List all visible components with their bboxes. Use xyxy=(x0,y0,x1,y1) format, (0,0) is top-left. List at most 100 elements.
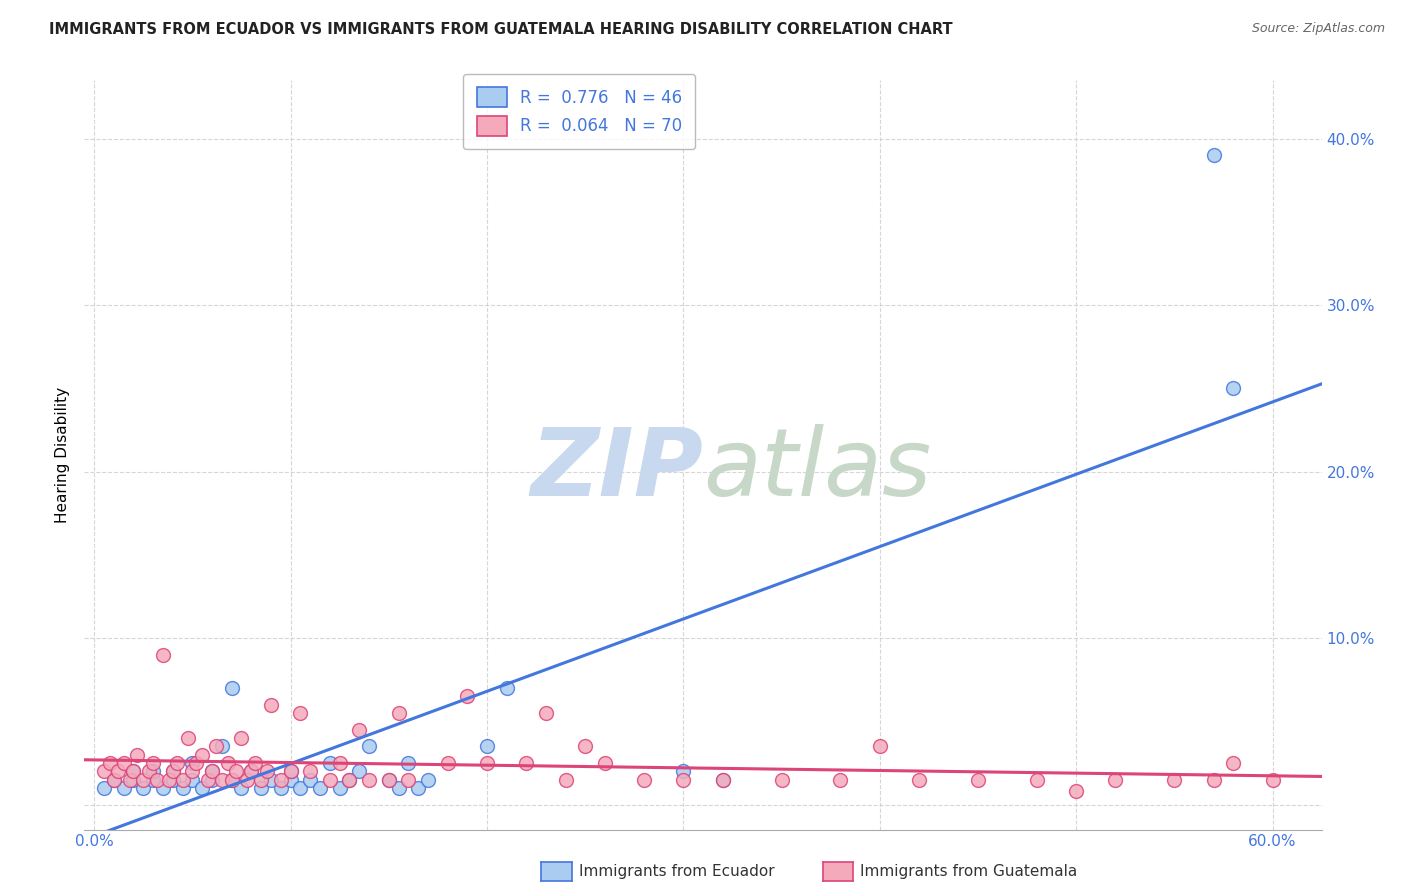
Point xyxy=(290,780,312,795)
Point xyxy=(112,780,135,795)
Point xyxy=(672,764,695,779)
Point xyxy=(270,780,292,795)
Point xyxy=(172,780,194,795)
Point xyxy=(201,764,224,779)
Point xyxy=(299,764,322,779)
Point xyxy=(122,764,145,779)
Point xyxy=(378,772,401,787)
Point xyxy=(280,772,302,787)
Point xyxy=(197,772,219,787)
Point xyxy=(152,780,174,795)
Point xyxy=(231,731,253,745)
Point xyxy=(132,772,155,787)
Point xyxy=(349,723,371,737)
Point xyxy=(280,764,302,779)
Point xyxy=(309,780,332,795)
Point xyxy=(830,772,852,787)
Point xyxy=(908,772,931,787)
Point xyxy=(359,772,381,787)
Point xyxy=(236,772,259,787)
Point xyxy=(770,772,793,787)
Point xyxy=(138,764,160,779)
Y-axis label: Hearing Disability: Hearing Disability xyxy=(55,387,70,523)
Point xyxy=(416,772,439,787)
Point xyxy=(967,772,990,787)
Point xyxy=(103,772,125,787)
Point xyxy=(191,780,214,795)
Point xyxy=(166,756,188,770)
Point xyxy=(260,698,283,712)
Point xyxy=(107,764,129,779)
Point xyxy=(711,772,734,787)
Point xyxy=(319,756,342,770)
Point xyxy=(574,739,596,754)
Point xyxy=(515,756,537,770)
Point xyxy=(201,772,224,787)
Point xyxy=(396,756,419,770)
Point xyxy=(122,772,145,787)
Point xyxy=(339,772,361,787)
Point xyxy=(475,756,498,770)
Point xyxy=(240,764,263,779)
Point xyxy=(387,706,409,720)
Point xyxy=(534,706,557,720)
Text: Immigrants from Guatemala: Immigrants from Guatemala xyxy=(860,864,1078,879)
Point xyxy=(201,764,224,779)
Point xyxy=(554,772,576,787)
Point xyxy=(157,772,180,787)
Point xyxy=(396,772,419,787)
Point xyxy=(122,764,145,779)
Point xyxy=(1202,772,1225,787)
Point xyxy=(436,756,458,770)
Point xyxy=(162,764,184,779)
Point xyxy=(1222,381,1244,395)
Point xyxy=(172,772,194,787)
Text: Source: ZipAtlas.com: Source: ZipAtlas.com xyxy=(1251,22,1385,36)
Point xyxy=(132,780,155,795)
Point xyxy=(112,756,135,770)
Point xyxy=(162,764,184,779)
Point xyxy=(205,739,228,754)
Point xyxy=(162,772,184,787)
Point xyxy=(152,648,174,662)
Text: Immigrants from Ecuador: Immigrants from Ecuador xyxy=(579,864,775,879)
Legend: R =  0.776   N = 46, R =  0.064   N = 70: R = 0.776 N = 46, R = 0.064 N = 70 xyxy=(463,74,696,149)
Point xyxy=(146,772,169,787)
Text: atlas: atlas xyxy=(703,425,931,516)
Point xyxy=(250,780,273,795)
Point xyxy=(142,764,165,779)
Point xyxy=(103,772,125,787)
Text: IMMIGRANTS FROM ECUADOR VS IMMIGRANTS FROM GUATEMALA HEARING DISABILITY CORRELAT: IMMIGRANTS FROM ECUADOR VS IMMIGRANTS FR… xyxy=(49,22,953,37)
Point xyxy=(256,764,278,779)
Point xyxy=(387,780,409,795)
Point xyxy=(186,756,208,770)
Point xyxy=(225,764,247,779)
Point xyxy=(245,756,267,770)
Point xyxy=(181,756,204,770)
Point xyxy=(280,764,302,779)
Point xyxy=(118,772,141,787)
Point xyxy=(240,764,263,779)
Point xyxy=(593,756,616,770)
Point xyxy=(260,772,283,787)
Point xyxy=(456,690,478,704)
Point xyxy=(1163,772,1185,787)
Point xyxy=(181,764,204,779)
Point xyxy=(177,731,200,745)
Point xyxy=(142,772,165,787)
Point xyxy=(127,747,149,762)
Point xyxy=(1202,148,1225,162)
Point xyxy=(319,772,342,787)
Point xyxy=(1064,784,1087,798)
Point xyxy=(1104,772,1126,787)
Point xyxy=(1025,772,1047,787)
Point xyxy=(211,772,233,787)
Point xyxy=(217,756,239,770)
Point xyxy=(378,772,401,787)
Point xyxy=(633,772,655,787)
Point xyxy=(406,780,429,795)
Point xyxy=(290,706,312,720)
Point xyxy=(711,772,734,787)
Point xyxy=(93,764,115,779)
Point xyxy=(211,739,233,754)
